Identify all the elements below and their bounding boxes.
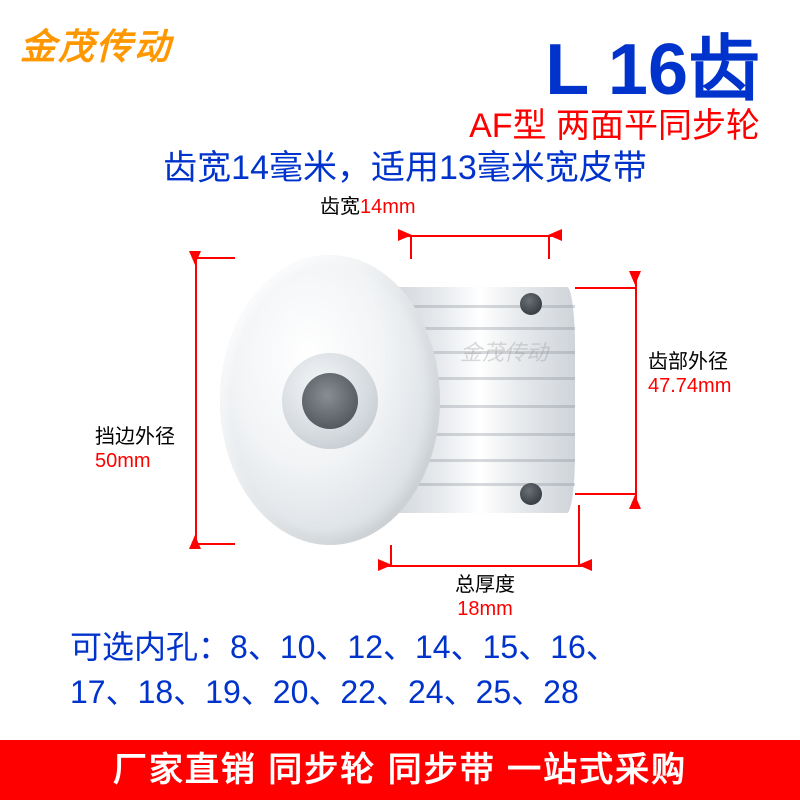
dim-arrow-icon: [578, 559, 592, 571]
product-description: 齿宽14毫米，适用13毫米宽皮带: [50, 140, 760, 189]
dim-line: [400, 235, 560, 237]
brand-logo: 金茂传动: [20, 18, 172, 70]
dim-flange-od: 挡边外径50mm: [95, 425, 175, 473]
pulley-bore: [302, 373, 358, 429]
set-screw: [520, 483, 542, 505]
footer-banner: 厂家直销 同步轮 同步带 一站式采购: [0, 740, 800, 800]
dim-line: [195, 255, 197, 545]
product-diagram: 齿宽14mm 齿部外径47.74mm 挡边外径50mm 总厚度18mm: [0, 195, 800, 625]
dim-tooth-od: 齿部外径47.74mm: [648, 350, 731, 398]
dim-line: [380, 565, 590, 567]
dim-arrow-icon: [548, 229, 562, 241]
dim-arrow-icon: [189, 535, 201, 549]
dim-arrow-icon: [629, 495, 641, 509]
set-screw: [520, 293, 542, 315]
watermark: 金茂传动: [460, 335, 548, 367]
dim-line: [635, 275, 637, 505]
bore-options: 可选内孔：8、10、12、14、15、16、 17、18、19、20、22、24…: [70, 625, 740, 715]
dim-arrow-icon: [629, 271, 641, 285]
dim-tooth-width: 齿宽14mm: [320, 195, 416, 219]
dim-thickness: 总厚度18mm: [455, 573, 515, 621]
